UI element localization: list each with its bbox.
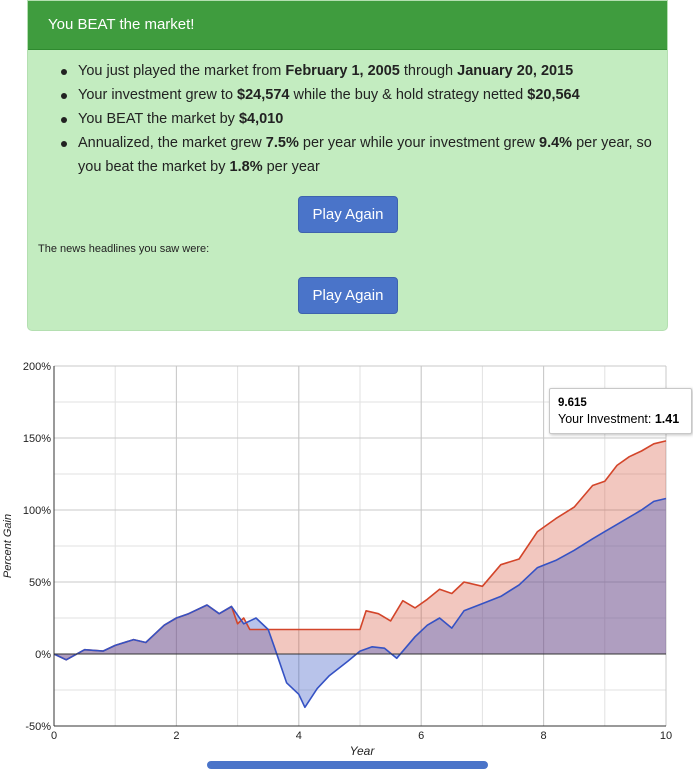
play-again-button[interactable]: Play Again: [298, 196, 398, 233]
x-tick-label: 2: [173, 730, 179, 742]
chart-tick-labels: 0 2 4 6 8 10 -50% 0% 50% 100% 150% 200%: [23, 361, 672, 742]
y-tick-label: 150%: [23, 433, 51, 445]
play-again-button-secondary[interactable]: Play Again: [298, 277, 398, 314]
y-tick-label: 200%: [23, 361, 51, 373]
y-tick-label: 0%: [35, 649, 51, 661]
result-title: You BEAT the market!: [28, 1, 667, 50]
series-line-market: [53, 497, 667, 709]
summary-list: You just played the market from February…: [58, 59, 658, 179]
result-card: You BEAT the market! You just played the…: [27, 0, 668, 331]
x-axis-label: Year: [350, 744, 376, 758]
y-tick-label: 100%: [23, 505, 51, 517]
tooltip-series-row: Your Investment: 1.41: [558, 410, 683, 428]
x-tick-label: 6: [418, 730, 424, 742]
tooltip-series-value: 1.41: [654, 412, 680, 426]
performance-chart[interactable]: 0 2 4 6 8 10 -50% 0% 50% 100% 150% 200% Year Percen…: [0, 350, 693, 765]
summary-period: You just played the market from February…: [58, 59, 658, 83]
bottom-button-edge[interactable]: [207, 761, 488, 769]
y-tick-label: -50%: [25, 721, 51, 733]
news-headlines-label: The news headlines you saw were:: [38, 243, 210, 255]
tooltip-series-label: Your Investment:: [558, 412, 655, 426]
tooltip-x-value: 9.615: [558, 397, 587, 409]
x-tick-label: 0: [51, 730, 57, 742]
y-axis-label: Percent Gain: [2, 514, 14, 578]
x-tick-label: 10: [660, 730, 672, 742]
chart-lines: [53, 440, 667, 709]
y-tick-label: 50%: [29, 577, 51, 589]
x-tick-label: 4: [296, 730, 302, 742]
summary-difference: You BEAT the market by $4,010: [58, 107, 658, 131]
summary-growth: Your investment grew to $24,574 while th…: [58, 83, 658, 107]
chart-tooltip: 9.615 Your Investment: 1.41: [549, 388, 692, 434]
chart-axes: [53, 366, 666, 727]
summary-annualized: Annualized, the market grew 7.5% per yea…: [58, 131, 658, 179]
x-tick-label: 8: [541, 730, 547, 742]
series-area-market: [54, 498, 666, 708]
